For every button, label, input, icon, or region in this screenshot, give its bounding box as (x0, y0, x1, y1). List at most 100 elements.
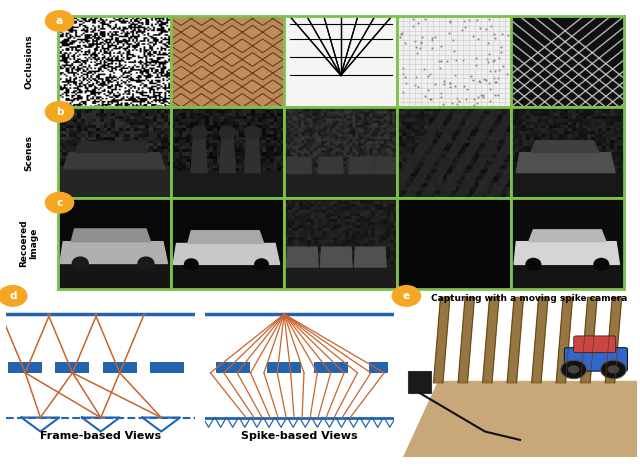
Text: b: b (56, 107, 63, 117)
Polygon shape (243, 0, 262, 12)
Bar (56, 362, 90, 373)
Polygon shape (222, 0, 243, 12)
Polygon shape (605, 297, 621, 383)
Point (442, 57, 452, 65)
Polygon shape (303, 53, 324, 66)
Polygon shape (531, 141, 599, 153)
Polygon shape (191, 94, 212, 107)
Polygon shape (243, 107, 262, 121)
Polygon shape (273, 121, 293, 135)
Point (408, 15, 419, 23)
Point (490, 79, 500, 86)
Text: Spike-based Views: Spike-based Views (241, 432, 358, 441)
Point (400, 40, 410, 47)
Point (408, 22, 418, 29)
Polygon shape (403, 107, 469, 198)
Point (395, 33, 405, 41)
Polygon shape (293, 66, 314, 80)
Polygon shape (212, 121, 232, 135)
Point (504, 32, 514, 39)
Polygon shape (181, 25, 202, 39)
Point (450, 82, 460, 90)
Polygon shape (181, 107, 202, 121)
Point (496, 48, 506, 56)
Polygon shape (505, 107, 571, 198)
Point (479, 75, 489, 82)
Polygon shape (529, 230, 606, 242)
Polygon shape (58, 262, 171, 289)
Circle shape (255, 259, 268, 270)
Circle shape (607, 365, 620, 374)
Polygon shape (283, 107, 303, 121)
Point (427, 44, 437, 52)
Point (467, 72, 477, 80)
Polygon shape (243, 53, 262, 66)
Polygon shape (273, 39, 293, 53)
Polygon shape (284, 266, 397, 289)
Point (445, 79, 455, 86)
Polygon shape (458, 297, 474, 383)
Point (435, 94, 445, 101)
Polygon shape (556, 297, 573, 383)
Polygon shape (222, 25, 243, 39)
Point (497, 30, 507, 38)
Circle shape (244, 126, 260, 139)
Polygon shape (58, 166, 171, 198)
Point (413, 83, 423, 90)
Point (468, 101, 479, 109)
Point (493, 75, 503, 82)
Point (436, 57, 446, 64)
Polygon shape (273, 66, 293, 80)
Polygon shape (150, 12, 171, 25)
Point (483, 58, 493, 66)
Point (468, 76, 478, 83)
Point (420, 92, 431, 99)
Polygon shape (293, 94, 314, 107)
Point (472, 16, 482, 23)
Point (454, 98, 464, 105)
Point (478, 93, 488, 100)
Circle shape (594, 259, 609, 270)
Polygon shape (232, 94, 252, 107)
Polygon shape (171, 94, 191, 107)
Polygon shape (516, 153, 615, 172)
Polygon shape (71, 229, 150, 242)
Point (396, 31, 406, 38)
Point (470, 55, 481, 62)
Point (490, 34, 500, 42)
Point (481, 77, 491, 84)
Polygon shape (283, 80, 303, 94)
Polygon shape (532, 297, 548, 383)
Text: Capturing with a moving spike camera: Capturing with a moving spike camera (431, 294, 628, 303)
Point (488, 57, 498, 65)
Point (392, 13, 403, 21)
Point (461, 95, 471, 103)
Polygon shape (252, 94, 273, 107)
Polygon shape (63, 153, 165, 169)
Point (445, 80, 455, 87)
Bar (369, 362, 388, 373)
Point (447, 100, 457, 107)
Point (483, 15, 493, 22)
Point (445, 17, 456, 24)
Point (450, 71, 460, 78)
Polygon shape (244, 136, 260, 172)
Point (426, 96, 436, 103)
Point (398, 64, 408, 71)
Point (436, 42, 446, 50)
Point (496, 43, 506, 50)
Polygon shape (150, 39, 171, 53)
Point (502, 70, 513, 78)
Point (435, 64, 445, 72)
Point (425, 70, 435, 78)
Polygon shape (60, 242, 168, 263)
Polygon shape (273, 12, 293, 25)
Polygon shape (262, 80, 283, 94)
Point (490, 68, 500, 75)
Polygon shape (403, 381, 637, 457)
Polygon shape (222, 107, 243, 121)
Polygon shape (293, 39, 314, 53)
Point (397, 70, 408, 77)
Point (410, 37, 420, 45)
Point (457, 26, 467, 33)
